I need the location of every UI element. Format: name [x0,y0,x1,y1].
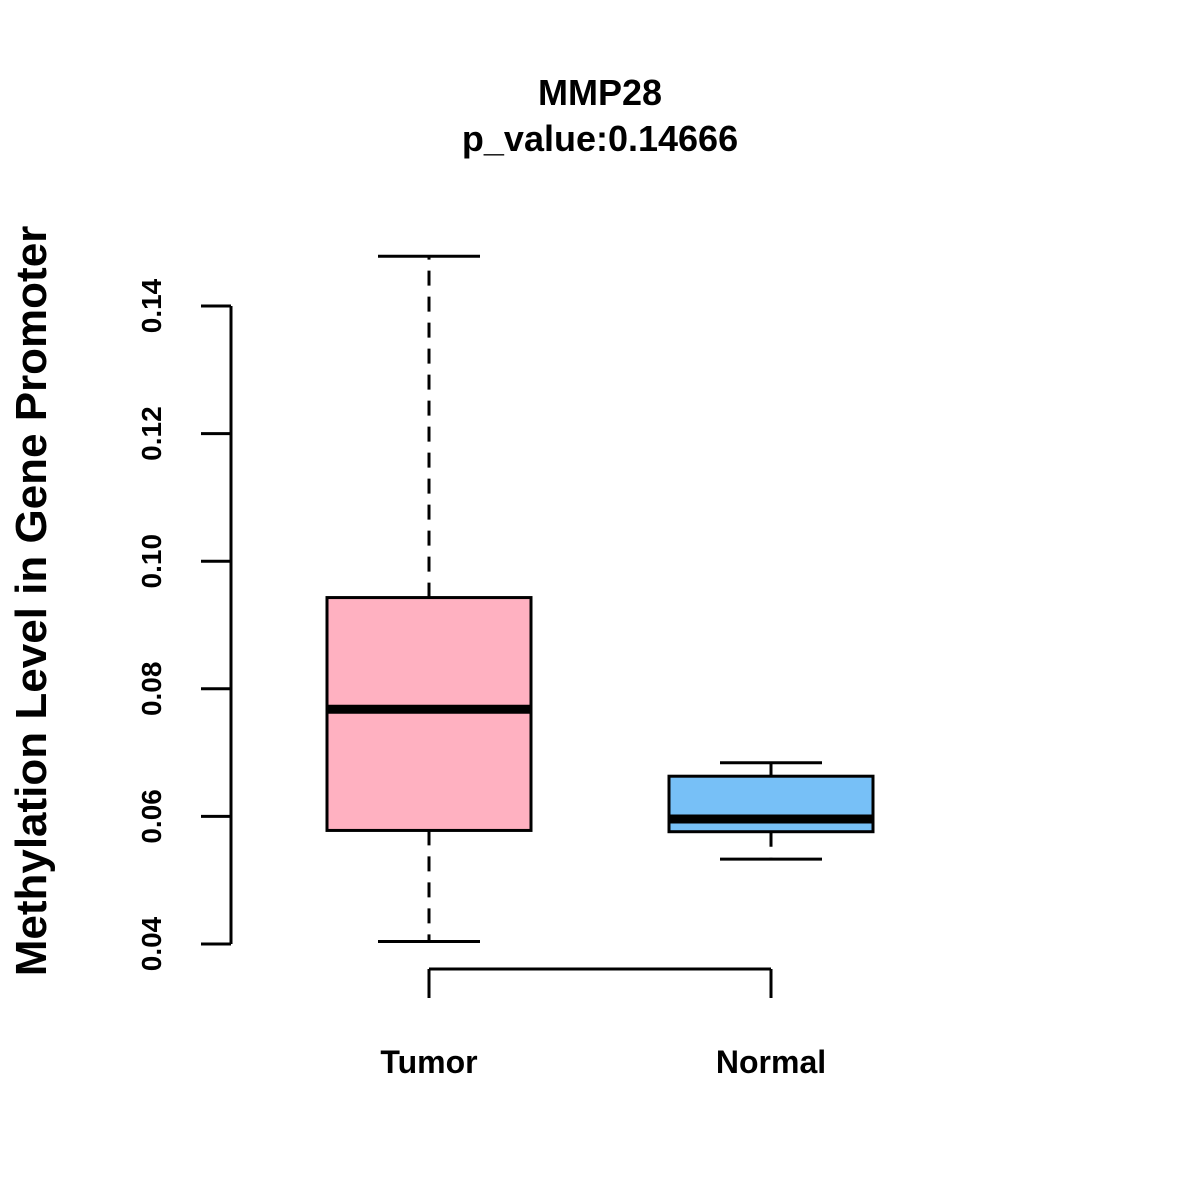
chart-subtitle: p_value:0.14666 [462,118,738,159]
category-label-normal: Normal [716,1044,826,1080]
y-tick-label: 0.10 [136,534,167,589]
y-tick-label: 0.04 [136,916,167,971]
box-normal [667,761,875,861]
iqr-box [325,596,533,832]
y-tick-label: 0.14 [136,278,167,333]
comparison-bracket [427,967,773,998]
box-tumor [325,254,533,943]
y-axis: 0.04 0.06 0.08 0.10 0.12 0.14 [136,278,233,971]
category-labels: Tumor Normal [380,1044,826,1080]
y-tick-label: 0.06 [136,789,167,844]
y-tick-label: 0.08 [136,662,167,717]
y-axis-label: Methylation Level in Gene Promoter [7,226,56,977]
category-label-tumor: Tumor [380,1044,477,1080]
y-tick-label: 0.12 [136,406,167,461]
boxes-group [325,254,875,943]
chart-title: MMP28 [538,72,662,113]
